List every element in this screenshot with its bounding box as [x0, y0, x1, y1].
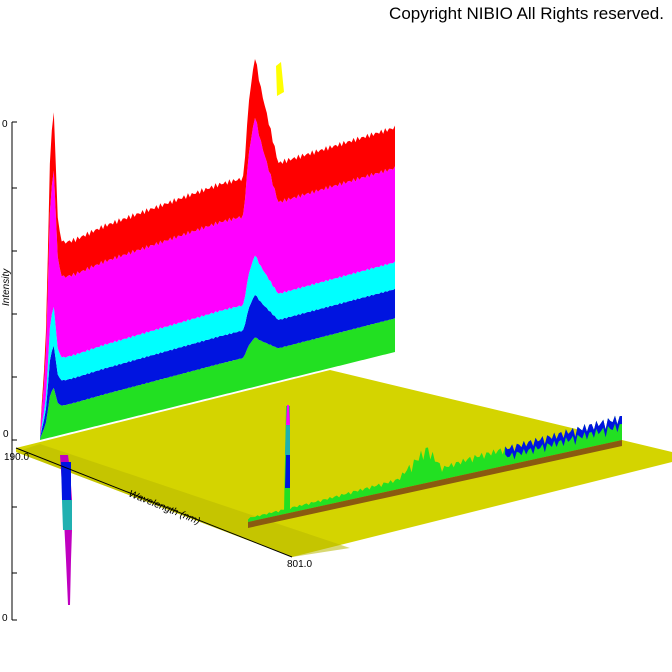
surface-band-5: [40, 58, 395, 435]
floor-front-strip: [16, 444, 350, 557]
copyright-notice: Copyright NIBIO All Rights reserved.: [389, 4, 664, 23]
front-spectrum-blue-tips: [505, 415, 622, 460]
y-tick-bottom: 0: [2, 613, 8, 624]
front-spike-magenta: [286, 405, 290, 425]
surface-layer: [12, 58, 672, 621]
front-spectrum-base: [248, 440, 622, 528]
negative-dip-band-blue: [61, 462, 71, 500]
front-spike-cyan: [285, 425, 290, 455]
y-axis-title: Intensity: [1, 268, 12, 306]
surface-band-1: [40, 318, 395, 440]
y-tick-top: 0: [2, 119, 8, 130]
wavelength-axis: [15, 447, 293, 558]
x-tick-end: 801.0: [287, 559, 312, 570]
surface-band-4: [40, 117, 395, 438]
surface-band-3: [40, 255, 395, 439]
y-tick-zero: 0: [3, 429, 9, 440]
peak-tip: [276, 62, 284, 96]
negative-dip-band-cyan: [62, 500, 72, 530]
surface-band-2: [40, 288, 395, 440]
front-spike-blue: [285, 455, 290, 488]
x-tick-start: 190.0: [4, 452, 29, 463]
